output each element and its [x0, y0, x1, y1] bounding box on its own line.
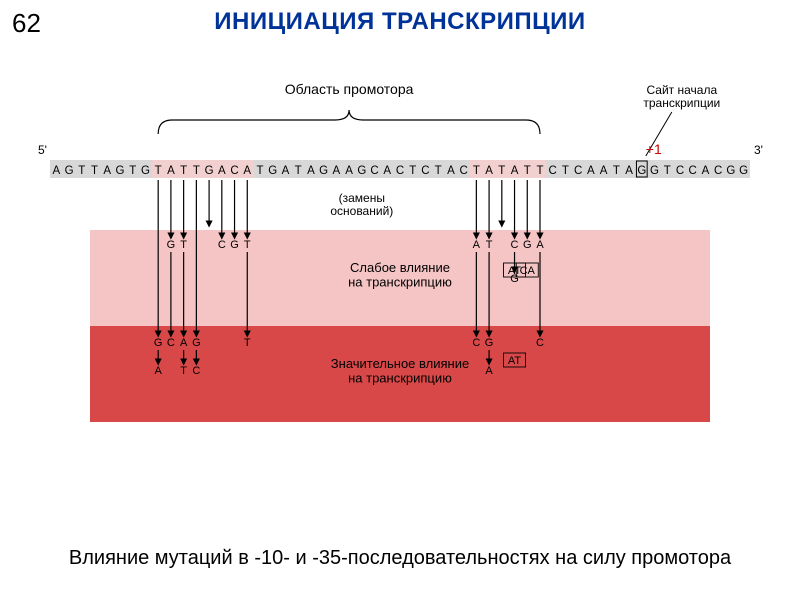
sequence-base: A [53, 165, 61, 177]
sequence-base: T [295, 165, 302, 177]
figure-caption: Влияние мутаций в -10- и -35-последовате… [0, 547, 800, 570]
mut-base-weak: G [230, 239, 239, 251]
sequence-base: A [243, 165, 251, 177]
sequence-base: C [421, 165, 429, 177]
sequence-base: C [689, 165, 697, 177]
sequence-base: A [103, 165, 111, 177]
mut-base-strong: T [180, 365, 187, 377]
sequence-base: C [549, 165, 557, 177]
mut-base-weak: G [523, 239, 532, 251]
sequence-base: A [167, 165, 175, 177]
sequence-base: A [218, 165, 226, 177]
sequence-base: T [524, 165, 531, 177]
sequence-base: T [193, 165, 200, 177]
sequence-base: T [536, 165, 543, 177]
mut-base-strong: C [536, 337, 544, 349]
promoter-brace [158, 110, 540, 134]
substitutions-label: (заменыоснований) [330, 191, 393, 218]
mut-base-strong: T [244, 337, 251, 349]
mut-base-strong: A [155, 365, 163, 377]
sequence-base: T [180, 165, 187, 177]
strong-effect-label: Значительное влияниена транскрипцию [331, 356, 469, 385]
mut-base-weak: T [244, 239, 251, 251]
sequence-base: T [613, 165, 620, 177]
sequence-base: T [129, 165, 136, 177]
sequence-base: T [498, 165, 505, 177]
sequence-base: T [409, 165, 416, 177]
mut-base-strong: G [154, 337, 163, 349]
sequence-base: G [637, 165, 646, 177]
sequence-base: G [65, 165, 74, 177]
mut-base-strong: C [167, 337, 175, 349]
sequence-base: C [370, 165, 378, 177]
mut-base-strong: A [180, 337, 188, 349]
mut-base-weak: A [473, 239, 481, 251]
tss-label: Сайт началатранскрипции [643, 83, 720, 110]
sequence-base: T [155, 165, 162, 177]
sequence-base: G [141, 165, 150, 177]
sequence-base: C [396, 165, 404, 177]
mut-base-strong: C [192, 365, 200, 377]
mut-base-strong: A [485, 365, 493, 377]
sequence-base: T [256, 165, 263, 177]
mut-base-weak: G [167, 239, 176, 251]
five-prime-label: 5' [38, 143, 47, 157]
promoter-mutation-diagram: Область промотора Сайт началатранскрипции… [30, 60, 770, 500]
sequence-base: T [78, 165, 85, 177]
sequence-base: A [307, 165, 315, 177]
sequence-base: T [91, 165, 98, 177]
sequence-base: A [383, 165, 391, 177]
mut-base-box: CA [520, 265, 536, 277]
sequence-base: A [333, 165, 341, 177]
mut-base-strong: G [192, 337, 201, 349]
sequence-base: A [345, 165, 353, 177]
sequence-base: T [435, 165, 442, 177]
sequence-base: G [357, 165, 366, 177]
sequence-base: C [459, 165, 467, 177]
sequence-base: T [473, 165, 480, 177]
sequence-base: A [600, 165, 608, 177]
sequence-base: G [205, 165, 214, 177]
sequence-base: A [282, 165, 290, 177]
sequence-base: G [739, 165, 748, 177]
sequence-base: A [587, 165, 595, 177]
diagram-container: Область промотора Сайт началатранскрипции… [30, 60, 770, 500]
weak-effect-label: Слабое влияниена транскрипцию [348, 260, 452, 289]
sequence-base: G [268, 165, 277, 177]
mut-base-weak: T [180, 239, 187, 251]
mut-base-weak: C [511, 239, 519, 251]
mut-base-strong: AT [508, 355, 522, 367]
sequence-base: A [511, 165, 519, 177]
sequence-base: C [714, 165, 722, 177]
sequence-base: G [116, 165, 125, 177]
sequence-base: G [319, 165, 328, 177]
sequence-base: A [702, 165, 710, 177]
sequence-base: T [562, 165, 569, 177]
sequence-base: A [447, 165, 455, 177]
mut-base-weak: A [536, 239, 544, 251]
three-prime-label: 3' [754, 143, 763, 157]
page-title: ИНИЦИАЦИЯ ТРАНСКРИПЦИИ [0, 8, 800, 36]
sequence-base: G [650, 165, 659, 177]
mut-base-strong: C [472, 337, 480, 349]
mut-base-strong: G [485, 337, 494, 349]
mut-base-weak: C [218, 239, 226, 251]
sequence-base: A [485, 165, 493, 177]
sequence-base: G [726, 165, 735, 177]
promoter-region-label: Область промотора [285, 81, 414, 97]
mut-base-weak: T [486, 239, 493, 251]
plus-one-label: +1 [646, 141, 662, 157]
minus10-box [470, 160, 546, 178]
sequence-base: T [664, 165, 671, 177]
sequence-base: A [625, 165, 633, 177]
sequence-base: C [676, 165, 684, 177]
sequence-base: C [230, 165, 238, 177]
sequence-base: C [574, 165, 582, 177]
